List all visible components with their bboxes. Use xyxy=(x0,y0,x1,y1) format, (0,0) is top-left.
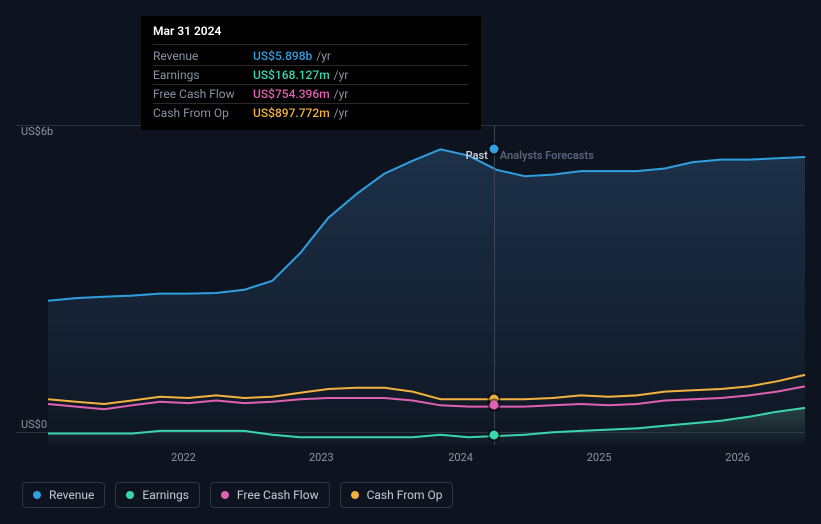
tooltip-row: Free Cash FlowUS$754.396m/yr xyxy=(153,85,469,104)
tooltip-series-value: US$897.772m xyxy=(253,106,330,120)
x-tick-label: 2024 xyxy=(448,451,473,464)
chart-tooltip: Mar 31 2024RevenueUS$5.898b/yrEarningsUS… xyxy=(141,16,481,130)
legend: Revenue Earnings Free Cash Flow Cash From O… xyxy=(22,482,453,508)
legend-item-earnings[interactable]: Earnings xyxy=(115,482,200,508)
legend-item-revenue[interactable]: Revenue xyxy=(22,482,105,508)
series-fill-revenue xyxy=(48,149,805,445)
legend-dot-icon xyxy=(33,491,41,499)
x-tick-label: 2026 xyxy=(725,451,750,464)
tooltip-series-name: Earnings xyxy=(153,68,253,82)
tooltip-series-suffix: /yr xyxy=(316,49,331,63)
x-tick-label: 2023 xyxy=(309,451,334,464)
tooltip-row: Cash From OpUS$897.772m/yr xyxy=(153,104,469,122)
legend-label: Earnings xyxy=(142,488,189,502)
x-tick-label: 2025 xyxy=(587,451,612,464)
legend-label: Cash From Op xyxy=(367,488,443,502)
chart-cursor-marker xyxy=(489,401,498,410)
financials-chart[interactable]: US$6bUS$0 PastAnalysts Forecasts20222023… xyxy=(16,125,805,445)
legend-dot-icon xyxy=(351,491,359,499)
tooltip-row: EarningsUS$168.127m/yr xyxy=(153,66,469,85)
tooltip-series-suffix: /yr xyxy=(334,106,349,120)
tooltip-row: RevenueUS$5.898b/yr xyxy=(153,47,469,66)
legend-dot-icon xyxy=(126,491,134,499)
tooltip-series-suffix: /yr xyxy=(334,87,349,101)
x-tick-label: 2022 xyxy=(171,451,196,464)
tooltip-series-name: Free Cash Flow xyxy=(153,87,253,101)
chart-cursor-marker xyxy=(489,145,498,154)
legend-item-free-cash-flow[interactable]: Free Cash Flow xyxy=(210,482,330,508)
legend-item-cash-from-op[interactable]: Cash From Op xyxy=(340,482,454,508)
tooltip-date: Mar 31 2024 xyxy=(153,24,469,45)
forecast-label: Analysts Forecasts xyxy=(494,149,594,162)
tooltip-series-suffix: /yr xyxy=(334,68,349,82)
tooltip-series-name: Cash From Op xyxy=(153,106,253,120)
legend-label: Free Cash Flow xyxy=(237,488,319,502)
tooltip-series-name: Revenue xyxy=(153,49,253,63)
tooltip-series-value: US$754.396m xyxy=(253,87,330,101)
legend-dot-icon xyxy=(221,491,229,499)
tooltip-series-value: US$168.127m xyxy=(253,68,330,82)
chart-cursor-marker xyxy=(489,430,498,439)
legend-label: Revenue xyxy=(49,488,94,502)
tooltip-series-value: US$5.898b xyxy=(253,49,312,63)
